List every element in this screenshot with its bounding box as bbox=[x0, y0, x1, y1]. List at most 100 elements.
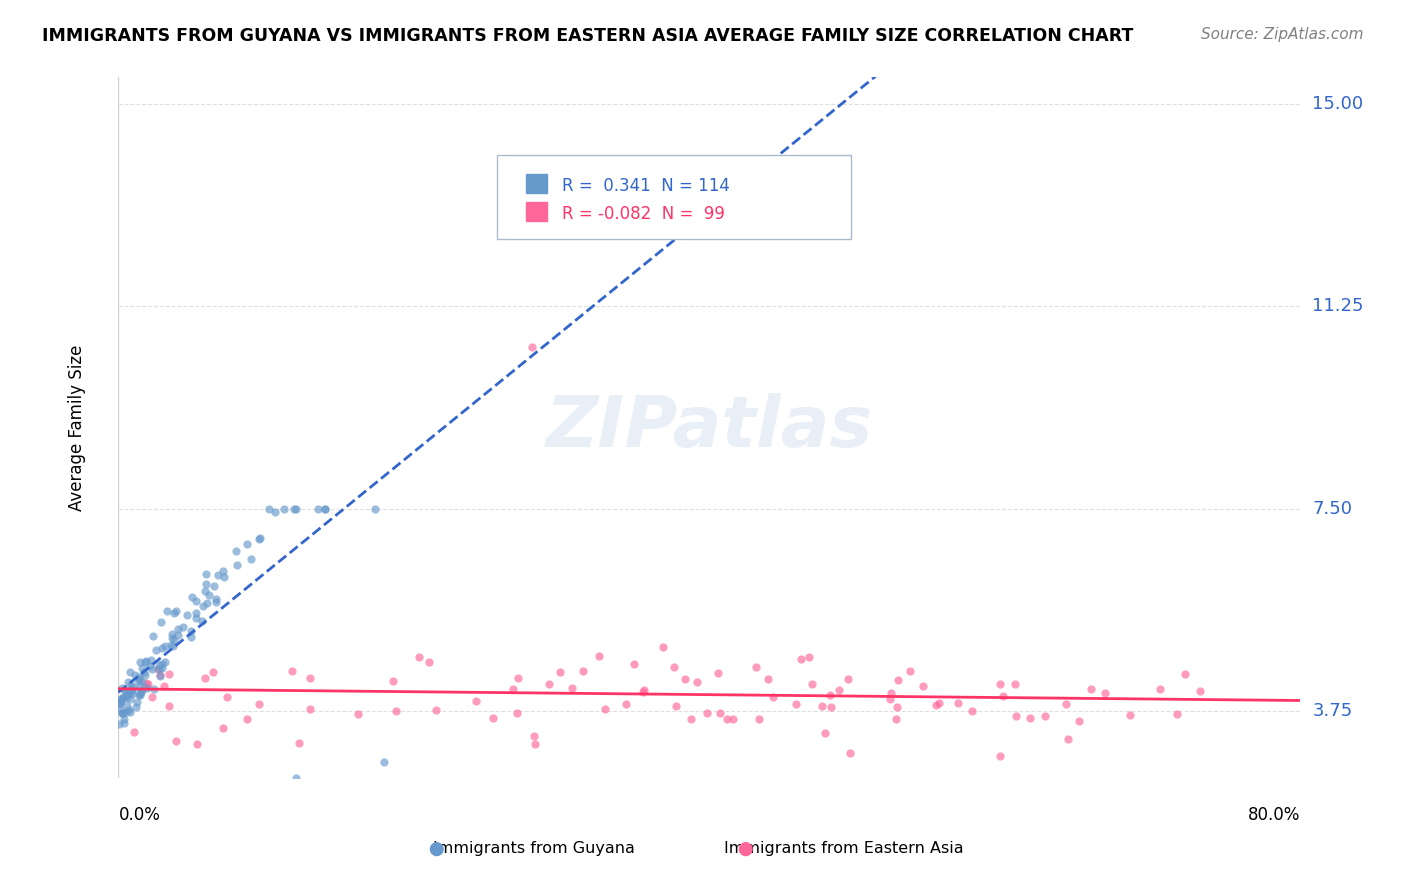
Point bbox=[195, 596, 218, 610]
Point bbox=[1033, 709, 1056, 723]
Point bbox=[128, 679, 150, 693]
Point bbox=[928, 696, 950, 710]
Point bbox=[181, 590, 204, 604]
Point bbox=[828, 682, 851, 697]
Point bbox=[115, 691, 138, 706]
Point bbox=[633, 683, 655, 698]
Point bbox=[273, 501, 295, 516]
Point bbox=[285, 501, 308, 516]
Point bbox=[129, 684, 152, 698]
Point bbox=[191, 599, 214, 614]
Point bbox=[141, 661, 163, 675]
Point bbox=[131, 683, 153, 698]
Point bbox=[814, 725, 837, 739]
Point bbox=[240, 552, 263, 566]
Point bbox=[709, 706, 731, 721]
Point bbox=[381, 673, 404, 688]
Text: ⬤: ⬤ bbox=[427, 842, 444, 856]
Point bbox=[346, 707, 368, 722]
Point bbox=[180, 624, 202, 638]
Point bbox=[107, 716, 129, 731]
Point bbox=[247, 532, 270, 546]
Point bbox=[136, 681, 159, 696]
Point bbox=[128, 672, 150, 686]
Point bbox=[118, 703, 141, 717]
Point bbox=[837, 672, 859, 686]
Point bbox=[149, 668, 172, 682]
Point bbox=[886, 699, 908, 714]
Point bbox=[307, 501, 329, 516]
Point bbox=[114, 686, 136, 700]
Text: Source: ZipAtlas.com: Source: ZipAtlas.com bbox=[1201, 27, 1364, 42]
Point bbox=[162, 627, 184, 641]
Text: 80.0%: 80.0% bbox=[1249, 806, 1301, 824]
Point bbox=[160, 631, 183, 645]
Point bbox=[124, 725, 146, 739]
Point bbox=[1004, 677, 1026, 691]
FancyBboxPatch shape bbox=[526, 174, 547, 193]
Point bbox=[114, 682, 136, 697]
Point bbox=[150, 661, 173, 675]
Point bbox=[925, 698, 948, 712]
Point bbox=[128, 656, 150, 670]
Point bbox=[111, 706, 134, 720]
Point bbox=[593, 702, 616, 716]
Point bbox=[363, 501, 385, 516]
Point bbox=[167, 627, 190, 641]
Point bbox=[128, 670, 150, 684]
Point bbox=[721, 712, 744, 726]
Point bbox=[548, 665, 571, 679]
Point bbox=[111, 706, 134, 721]
Point bbox=[135, 675, 157, 690]
Point bbox=[284, 771, 307, 785]
Point bbox=[1166, 706, 1188, 721]
Point bbox=[523, 737, 546, 751]
Point bbox=[912, 679, 935, 693]
Point bbox=[614, 697, 637, 711]
Point bbox=[1069, 714, 1091, 728]
Point bbox=[207, 567, 229, 582]
Point bbox=[706, 666, 728, 681]
Point bbox=[134, 668, 156, 682]
Point bbox=[679, 712, 702, 726]
Point bbox=[745, 660, 768, 674]
Point bbox=[522, 729, 544, 743]
Point bbox=[198, 588, 221, 602]
Point bbox=[121, 683, 143, 698]
Point bbox=[110, 692, 132, 706]
Point bbox=[112, 715, 135, 730]
Point bbox=[1056, 731, 1078, 746]
Point bbox=[114, 712, 136, 726]
Point bbox=[117, 687, 139, 701]
Point bbox=[194, 577, 217, 591]
Point bbox=[212, 569, 235, 583]
Point bbox=[520, 340, 543, 354]
Point bbox=[117, 698, 139, 713]
Point bbox=[129, 685, 152, 699]
Point bbox=[150, 657, 173, 671]
Text: 0.0%: 0.0% bbox=[118, 806, 160, 824]
Point bbox=[184, 606, 207, 620]
Point bbox=[131, 661, 153, 675]
Point bbox=[988, 677, 1011, 691]
Point bbox=[898, 665, 921, 679]
Point bbox=[163, 606, 186, 620]
Point bbox=[762, 690, 785, 704]
Point bbox=[880, 686, 903, 700]
Point bbox=[165, 604, 187, 618]
Point bbox=[167, 622, 190, 636]
Point bbox=[160, 638, 183, 652]
Point bbox=[748, 712, 770, 726]
Point bbox=[665, 698, 688, 713]
Point bbox=[281, 664, 304, 678]
Point bbox=[143, 681, 166, 696]
Point bbox=[820, 688, 842, 702]
Point bbox=[1094, 686, 1116, 700]
Text: R = -0.082  N =  99: R = -0.082 N = 99 bbox=[561, 205, 724, 223]
Text: 7.50: 7.50 bbox=[1312, 500, 1353, 517]
Text: 11.25: 11.25 bbox=[1312, 297, 1364, 316]
Point bbox=[184, 594, 207, 608]
Point bbox=[186, 611, 208, 625]
Point bbox=[314, 501, 336, 516]
Point bbox=[211, 721, 233, 735]
